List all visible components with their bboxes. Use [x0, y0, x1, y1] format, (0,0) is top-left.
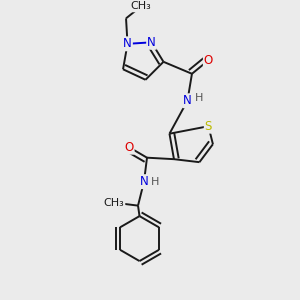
Text: CH₃: CH₃	[104, 198, 124, 208]
Text: N: N	[147, 36, 156, 49]
Text: H: H	[195, 93, 203, 103]
Text: H: H	[151, 177, 160, 187]
Text: O: O	[204, 54, 213, 67]
Text: CH₃: CH₃	[130, 2, 152, 11]
Text: S: S	[205, 120, 212, 133]
Text: N: N	[140, 175, 148, 188]
Text: N: N	[183, 94, 192, 107]
Text: N: N	[123, 37, 132, 50]
Text: O: O	[124, 141, 134, 154]
